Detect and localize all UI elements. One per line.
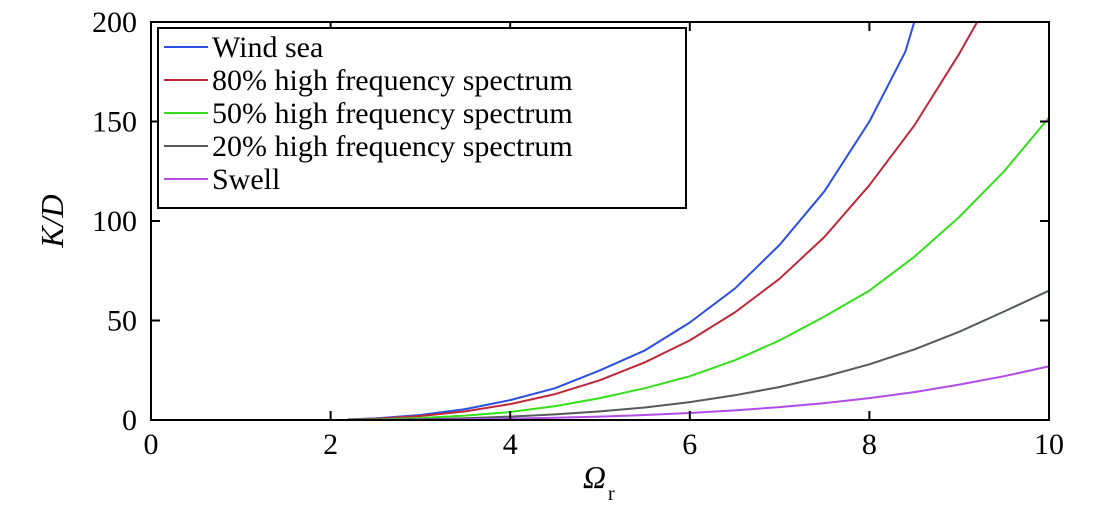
- y-tick-label: 200: [92, 6, 137, 39]
- y-tick-label: 0: [122, 404, 137, 437]
- y-tick-label: 50: [107, 305, 137, 338]
- legend-label-2: 80% high frequency spectrum: [212, 64, 573, 97]
- series-line-4: [347, 289, 1049, 420]
- series-line-2: [347, 22, 979, 420]
- legend-label-3: 50% high frequency spectrum: [212, 97, 573, 130]
- y-tick-label: 100: [92, 205, 137, 238]
- legend-label-4: 20% high frequency spectrum: [212, 130, 573, 163]
- x-tick-label: 2: [323, 428, 338, 461]
- y-tick-label: 150: [92, 106, 137, 139]
- legend-label-1: Wind sea: [212, 31, 323, 64]
- x-axis-title-subscript: r: [608, 483, 615, 505]
- legend-box: [157, 27, 687, 209]
- x-tick-label: 10: [1034, 428, 1064, 461]
- series-line-1: [347, 22, 916, 420]
- x-tick-label: 8: [862, 428, 877, 461]
- x-tick-label: 4: [503, 428, 518, 461]
- legend-label-5: Swell: [212, 163, 280, 196]
- x-axis-title: Ω: [583, 459, 606, 495]
- y-axis-title: K/D: [34, 194, 70, 248]
- series-line-3: [347, 116, 1049, 420]
- x-tick-label: 6: [682, 428, 697, 461]
- x-tick-label: 0: [144, 428, 159, 461]
